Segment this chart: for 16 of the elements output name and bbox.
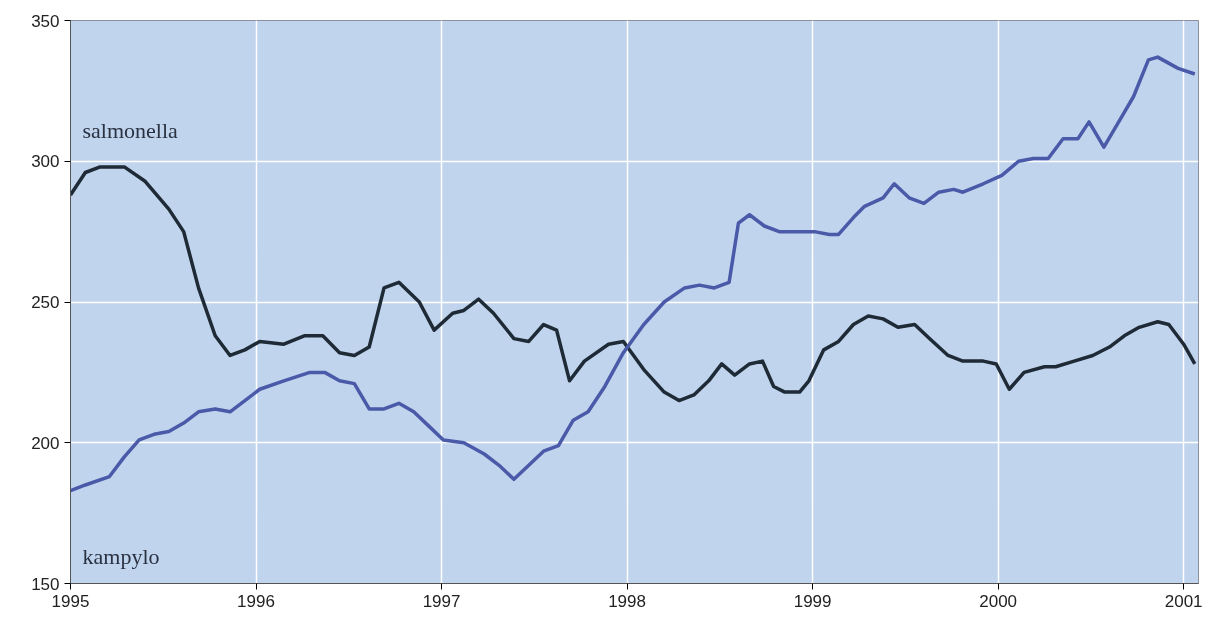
x-tick-label: 1999 [793, 591, 832, 611]
x-tick-label: 1997 [422, 591, 461, 611]
y-tick-label: 200 [31, 433, 60, 453]
x-tick-label: 1998 [608, 591, 646, 611]
series-label: salmonella [82, 118, 179, 144]
y-tick-label: 150 [31, 574, 60, 594]
x-tick-label: 1996 [237, 591, 275, 611]
y-tick-label: 250 [31, 293, 60, 312]
x-tick-label: 1995 [51, 591, 90, 611]
x-tick-label: 2000 [979, 591, 1018, 611]
line-series [70, 55, 1197, 493]
text: kampylo [82, 543, 160, 569]
y-tick-label: 350 [31, 11, 60, 31]
y-tick-label: 300 [31, 152, 60, 172]
line-series [70, 165, 1197, 403]
x-tick-label: 2001 [1164, 591, 1203, 611]
